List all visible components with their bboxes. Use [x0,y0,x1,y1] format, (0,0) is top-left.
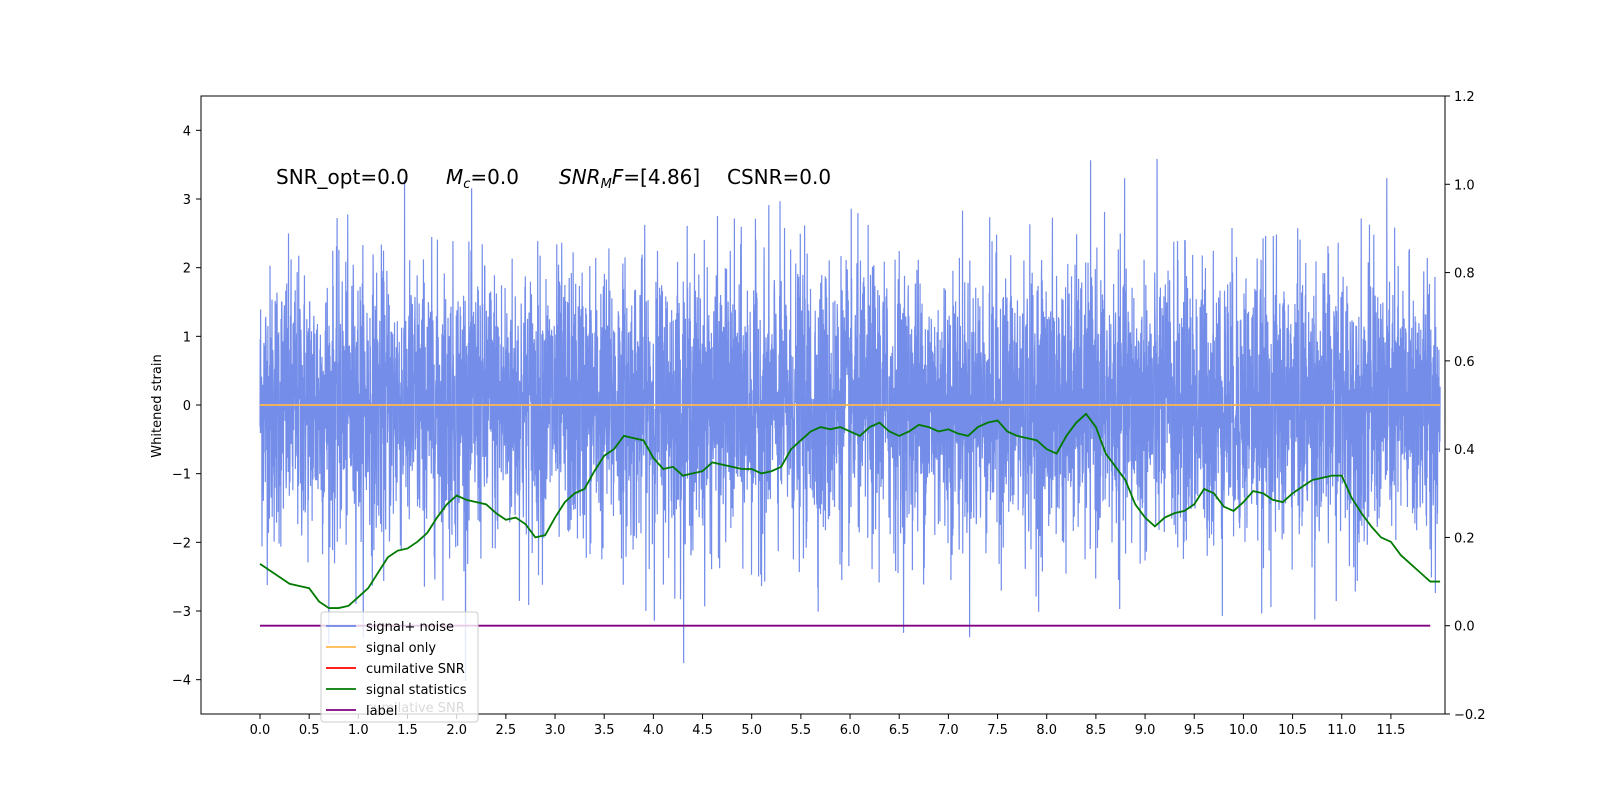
y-right-tick-label: 1.0 [1454,178,1475,193]
x-tick-label: 5.5 [791,723,812,738]
legend-label-signal-statistics: signal statistics [366,683,467,698]
x-tick-label: 9.5 [1184,723,1205,738]
snrmf-value: =[4.86] [623,165,700,189]
x-tick-label: 6.5 [889,723,910,738]
y-right-tick-label: 0.6 [1454,355,1475,370]
y-left-tick-label: −1 [172,468,191,483]
x-tick-label: 11.0 [1327,723,1356,738]
snrmf-annotation: SNRMF=[4.86] [559,165,700,192]
x-tick-label: 1.0 [348,723,369,738]
series-line-signal-statistics [259,412,1441,609]
x-tick-label: 7.5 [987,723,1008,738]
x-tick-label: 7.0 [938,723,959,738]
x-tick-label: 11.5 [1376,723,1405,738]
y-right-tick-label: 0.8 [1454,267,1475,282]
x-tick-label: 6.0 [840,723,861,738]
y-axis-label: Whitened strain [150,354,165,457]
legend-box [320,611,479,723]
snrmf-symbol: SNR [559,165,601,189]
snrmf-f: F [612,165,624,189]
y-left-tick-label: 0 [183,399,191,414]
x-tick-label: 0.5 [299,723,320,738]
x-tick-label: 3.0 [545,723,566,738]
series-line-signal-noise [259,158,1441,682]
x-tick-label: 10.0 [1229,723,1258,738]
y-right-tick-label: −0.2 [1454,708,1486,723]
x-tick-label: 5.0 [741,723,762,738]
x-tick-label: 8.0 [1036,723,1057,738]
mc-symbol: M [446,165,463,189]
x-tick-label: 2.5 [496,723,517,738]
x-tick-label: 1.5 [397,723,418,738]
y-right-tick-label: 1.2 [1454,90,1475,105]
y-left-tick-label: 2 [183,262,191,277]
x-tick-label: 4.5 [692,723,713,738]
y-left-tick-label: 4 [183,124,191,139]
x-tick-label: 4.0 [643,723,664,738]
legend-label-label: label [366,704,397,719]
snr-opt-annotation: SNR_opt=0.0 [276,165,409,189]
x-tick-label: 2.0 [446,723,467,738]
x-tick-label: 3.5 [594,723,615,738]
y-right-tick-label: 0.2 [1454,531,1475,546]
legend-label-signal-only: signal only [366,641,436,656]
y-left-tick-label: −4 [172,674,191,689]
x-tick-label: 10.5 [1278,723,1307,738]
legend: cumilative SNR signal+ noise signal only c… [320,611,479,723]
mc-sub: c [463,177,470,192]
snrmf-sub: M [601,177,612,192]
x-tick-label: 0.0 [250,723,271,738]
y-left-tick-label: 1 [183,330,191,345]
x-tick-label: 8.5 [1086,723,1107,738]
legend-label-signal-noise: signal+ noise [366,620,454,635]
csnr-annotation: CSNR=0.0 [727,165,831,189]
legend-hidden-text: cumilative SNR [366,701,465,716]
x-tick-label: 9.0 [1135,723,1156,738]
y-right-tick-label: 0.0 [1454,620,1475,635]
mc-annotation: Mc=0.0 [446,165,519,192]
y-right-tick-label: 0.4 [1454,443,1475,458]
y-left-tick-label: −3 [172,605,191,620]
axes: 0.0 0.5 1.0 1.5 2.0 2.5 3.0 3.5 4.0 4.5 5.0 5.5 6.0 6… [172,90,1486,738]
mc-value: =0.0 [470,165,519,189]
y-left-tick-label: −2 [172,536,191,551]
legend-label-cumilative-snr: cumilative SNR [366,662,465,677]
y-left-tick-label: 3 [183,193,191,208]
